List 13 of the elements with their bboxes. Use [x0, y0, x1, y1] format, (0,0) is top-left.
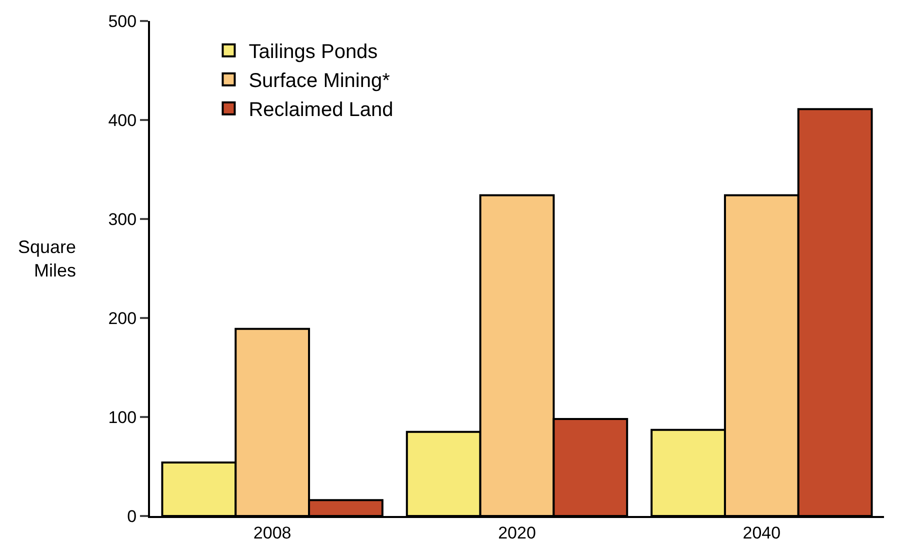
x-tick-label: 2020	[498, 523, 536, 542]
y-tick-label: 400	[108, 110, 137, 130]
y-tick-label: 0	[127, 506, 137, 526]
legend-label: Surface Mining*	[248, 70, 390, 92]
y-tick-label: 200	[108, 308, 137, 328]
legend-label: Tailings Ponds	[248, 41, 378, 64]
y-axis-title: Square Miles	[18, 237, 76, 280]
y-tick-label: 300	[108, 210, 137, 229]
x-tick-label: 2008	[253, 523, 292, 542]
x-tick-label: 2040	[742, 523, 781, 542]
y-tick-label: 100	[108, 408, 137, 427]
y-tick-label: 500	[108, 12, 137, 31]
legend-label: Reclaimed Land	[248, 99, 394, 122]
